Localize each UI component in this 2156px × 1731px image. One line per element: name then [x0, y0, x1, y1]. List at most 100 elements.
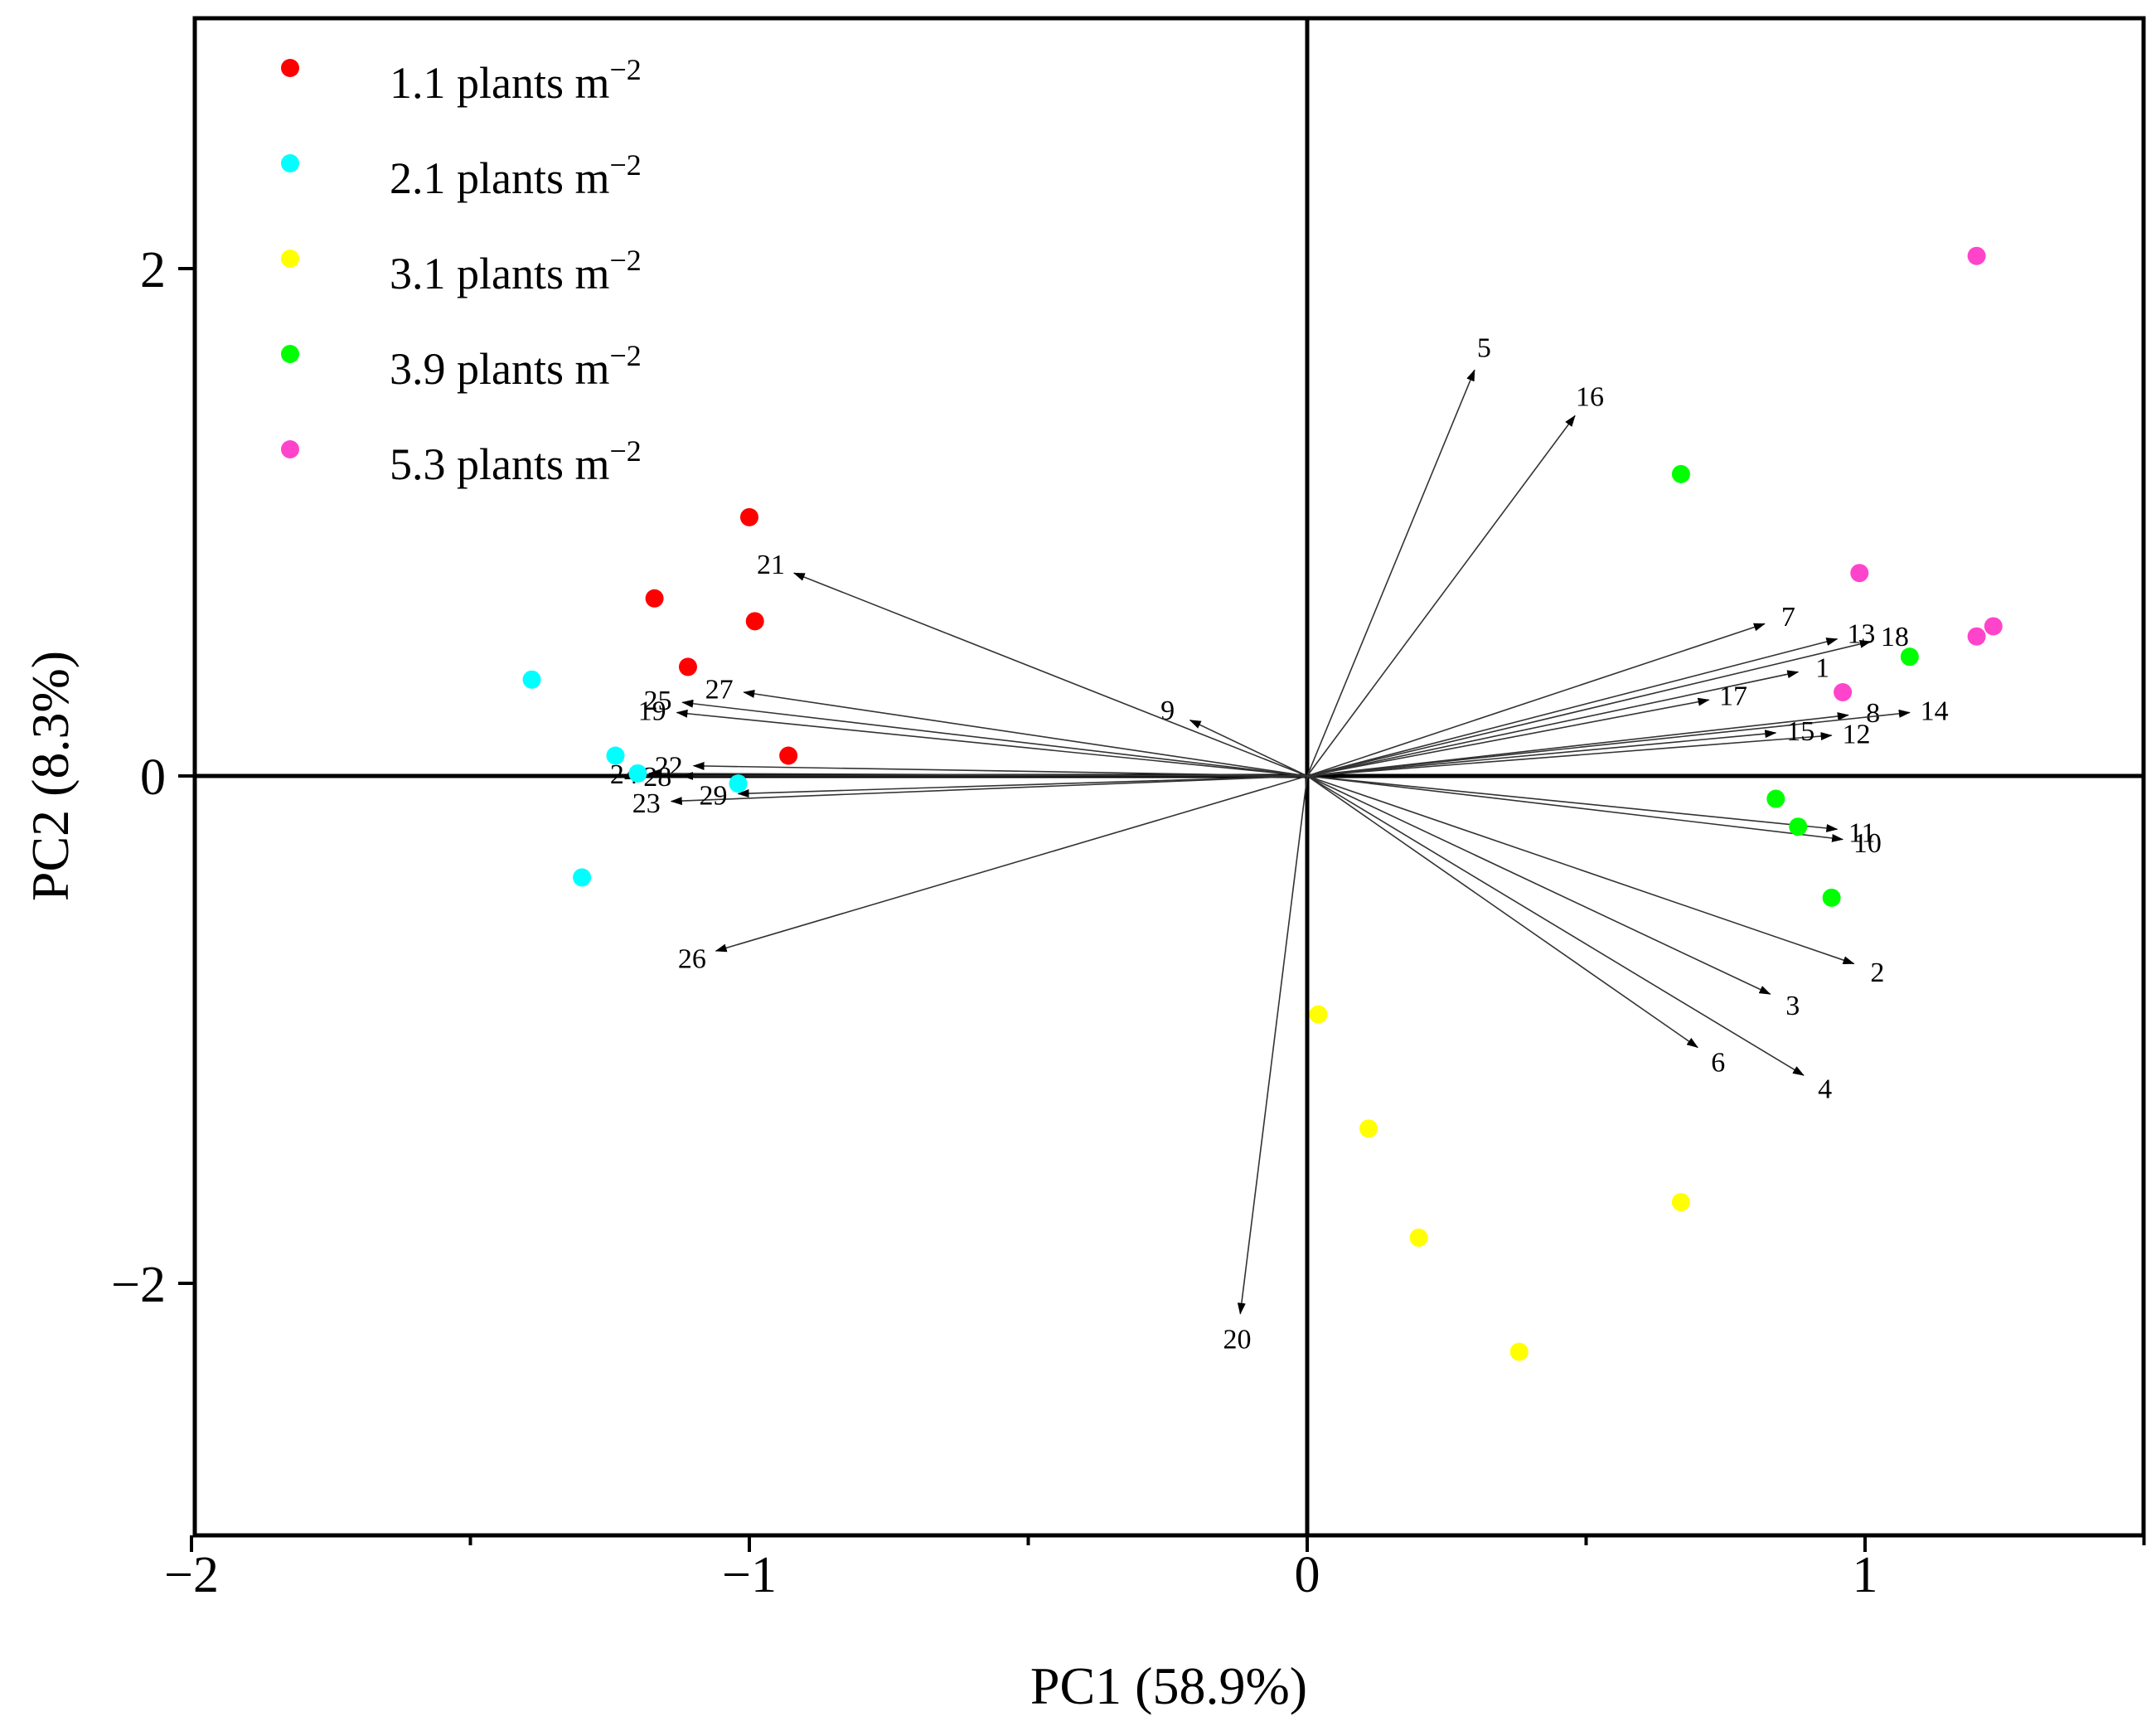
loading-arrow-20: [1237, 775, 1308, 1315]
y-axis-title: PC2 (8.3%): [21, 651, 80, 901]
loading-arrow-9: [1189, 719, 1308, 777]
legend-marker: [281, 250, 299, 268]
loading-arrow-3: [1306, 775, 1771, 995]
legend-label-text: 3.1 plants m: [390, 249, 610, 298]
legend-label-superscript: −2: [610, 244, 642, 277]
loading-arrow-13: [1306, 638, 1839, 777]
loading-arrow-19: [676, 709, 1308, 777]
loading-label: 23: [632, 788, 661, 819]
loading-arrow-2: [1306, 775, 1855, 965]
score-point: [1984, 617, 2003, 636]
score-point: [745, 612, 764, 631]
x-axis-title: PC1 (58.9%): [1030, 1656, 1307, 1715]
score-point: [1766, 789, 1785, 808]
loading-arrow-23: [670, 775, 1308, 806]
loading-label: 16: [1576, 381, 1604, 412]
loading-arrow-16: [1306, 415, 1576, 777]
loading-arrow-14: [1306, 709, 1911, 777]
loading-arrow-11: [1306, 775, 1839, 832]
y-tick-label: 0: [140, 749, 166, 806]
score-point: [1671, 1193, 1690, 1212]
loading-label: 3: [1785, 991, 1800, 1021]
x-tick-label: −1: [722, 1547, 777, 1603]
score-point: [1509, 1342, 1529, 1361]
loading-label: 4: [1818, 1074, 1832, 1105]
legend-label-superscript: −2: [610, 434, 642, 468]
legend-label-text: 3.9 plants m: [390, 344, 610, 394]
score-point: [1409, 1228, 1428, 1247]
loading-arrow-12: [1306, 732, 1833, 777]
loading-arrow-10: [1306, 775, 1844, 842]
legend-label: 2.1 plants m−2: [390, 148, 642, 203]
loading-label: 17: [1719, 681, 1747, 712]
loading-label: 21: [757, 550, 785, 580]
x-tick-label: −2: [164, 1547, 219, 1603]
loading-label: 19: [638, 696, 666, 726]
score-point: [606, 746, 625, 765]
loading-arrow-27: [743, 689, 1308, 777]
score-point: [1967, 246, 1986, 265]
loading-arrow-18: [1306, 639, 1872, 777]
score-point: [729, 774, 748, 793]
score-point: [1967, 627, 1986, 646]
loading-label: 8: [1866, 698, 1880, 729]
loading-label: 25: [643, 686, 671, 716]
legend-label-text: 2.1 plants m: [390, 153, 610, 203]
loading-label: 14: [1921, 696, 1949, 726]
score-point: [1822, 888, 1841, 907]
loading-arrow-1: [1306, 670, 1800, 777]
legend-marker: [281, 59, 299, 77]
score-point: [628, 764, 647, 783]
score-point: [740, 507, 758, 526]
score-point: [678, 657, 697, 676]
loading-label: 26: [678, 944, 706, 975]
legend-label: 3.9 plants m−2: [390, 339, 642, 394]
score-point: [1359, 1119, 1378, 1138]
loading-label: 20: [1223, 1324, 1252, 1355]
loading-label: 10: [1853, 828, 1882, 859]
legend-label: 3.1 plants m−2: [390, 244, 642, 298]
score-point: [779, 746, 798, 765]
loading-label: 12: [1843, 720, 1871, 750]
y-tick-label: −2: [111, 1257, 166, 1313]
score-point: [1309, 1005, 1328, 1024]
legend-label-superscript: −2: [610, 339, 642, 372]
loading-label: 1: [1815, 652, 1829, 683]
loading-label: 11: [1848, 817, 1876, 848]
loading-label: 18: [1881, 622, 1909, 652]
loading-label: 7: [1781, 602, 1795, 633]
score-point: [1834, 683, 1853, 702]
axis-ticks: −2 −1 0 1 −2 0 2: [111, 242, 2146, 1603]
legend-marker: [281, 154, 299, 172]
legend-marker: [281, 345, 299, 363]
loading-label: 5: [1477, 333, 1491, 364]
score-points: [522, 246, 2003, 1361]
legend: 1.1 plants m−22.1 plants m−23.1 plants m…: [281, 53, 642, 489]
legend-label-text: 1.1 plants m: [390, 58, 610, 108]
loading-arrow-25: [681, 699, 1308, 777]
score-point: [1900, 647, 1919, 667]
loading-label: 28: [643, 762, 671, 793]
x-tick-label: 1: [1853, 1547, 1878, 1603]
loading-arrow-17: [1306, 697, 1710, 777]
loading-label: 9: [1160, 696, 1175, 726]
legend-label: 5.3 plants m−2: [390, 434, 642, 489]
loading-label: 6: [1711, 1048, 1725, 1079]
x-tick-label: 0: [1295, 1547, 1320, 1603]
score-point: [645, 589, 664, 608]
loading-arrow-6: [1306, 775, 1698, 1049]
loading-vectors: 1234567891011121314151617181920212223242…: [610, 333, 1949, 1355]
loading-arrow-22: [692, 761, 1308, 777]
legend-marker: [281, 440, 299, 458]
loading-label: 15: [1786, 716, 1814, 747]
score-point: [573, 868, 592, 887]
legend-label-superscript: −2: [610, 53, 642, 86]
loading-arrow-7: [1306, 623, 1766, 777]
score-point: [1789, 817, 1808, 836]
legend-label-superscript: −2: [610, 148, 642, 182]
loading-arrow-15: [1306, 730, 1777, 777]
score-point: [1671, 464, 1690, 483]
loading-label: 2: [1870, 958, 1884, 988]
loading-arrow-5: [1306, 369, 1475, 777]
